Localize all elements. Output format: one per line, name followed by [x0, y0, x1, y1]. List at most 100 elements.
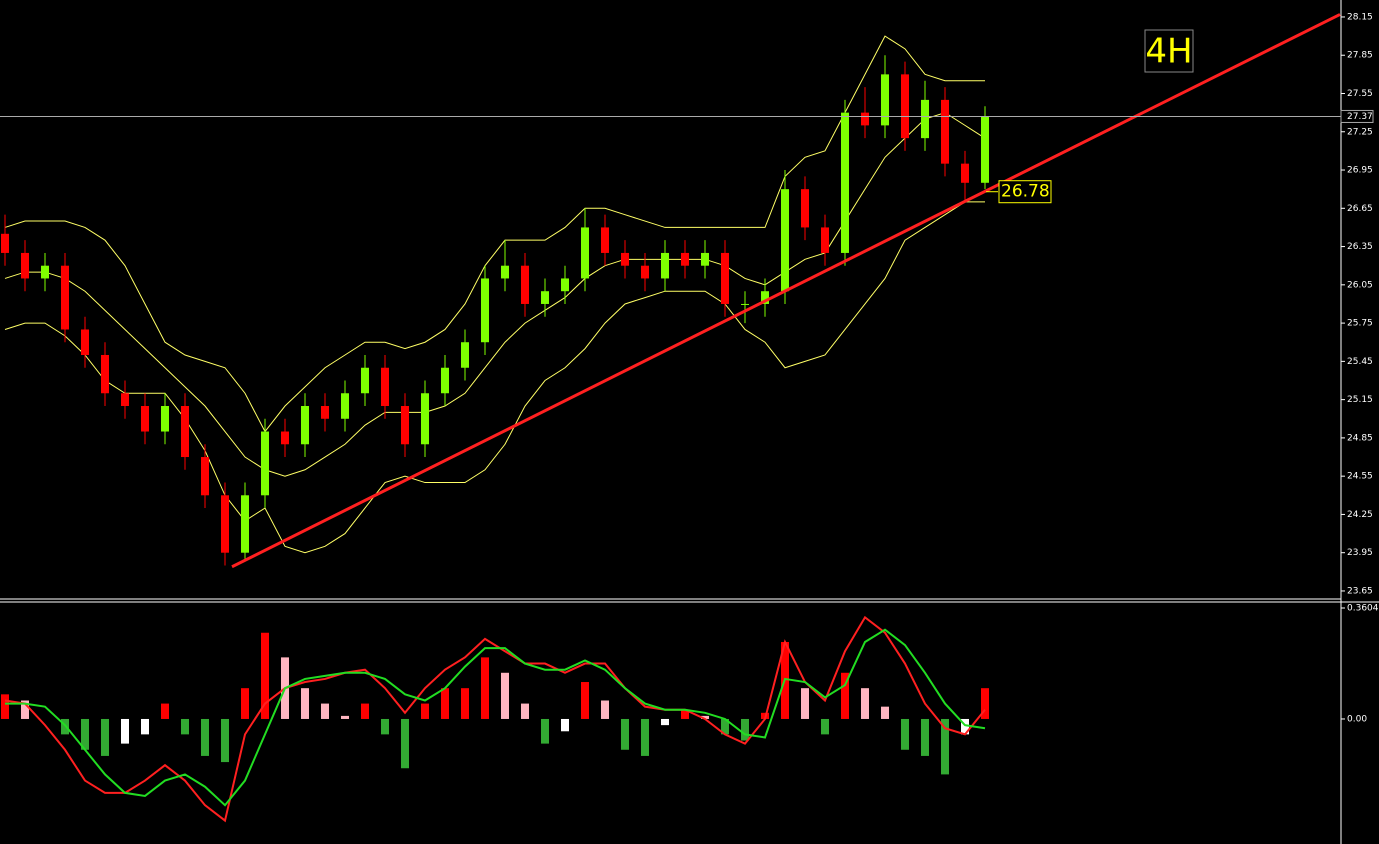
last-price-label: 27.37: [1347, 112, 1373, 122]
candle-body: [361, 367, 369, 394]
histogram-bar: [941, 718, 949, 775]
histogram-bar: [801, 688, 809, 719]
y-tick-label: 27.55: [1347, 89, 1373, 99]
histogram-bar: [461, 688, 469, 719]
candle-body: [601, 227, 609, 253]
histogram-bar: [501, 672, 509, 719]
histogram-bar: [581, 682, 589, 719]
histogram-bar: [341, 715, 349, 719]
candle-body: [621, 252, 629, 266]
candle-body: [461, 342, 469, 368]
candle-body: [921, 99, 929, 139]
candle-body: [721, 252, 729, 304]
histogram-bar: [361, 703, 369, 719]
last-price-box: [1340, 109, 1374, 123]
histogram-bar: [841, 672, 849, 719]
band: [4, 201, 985, 554]
histogram-bar: [301, 688, 309, 719]
histogram-bar: [541, 718, 549, 744]
macd-line: [5, 628, 986, 807]
histogram-bar: [961, 718, 969, 735]
candle-body: [121, 393, 129, 407]
y-tick-label: 25.45: [1347, 357, 1373, 367]
histogram-bar: [381, 718, 389, 735]
candle-body: [561, 278, 569, 292]
candle-body: [581, 227, 589, 279]
candle-body: [301, 406, 309, 445]
histogram-bar: [201, 718, 209, 756]
candle-body: [61, 265, 69, 330]
candle-body: [201, 457, 209, 496]
candle-body: [181, 406, 189, 458]
candle-body: [261, 431, 269, 496]
trend-line: [231, 13, 1341, 569]
histogram-bar: [321, 703, 329, 719]
histogram-bar: [141, 718, 149, 735]
candle-body: [141, 406, 149, 432]
histogram-bar: [881, 706, 889, 719]
y-tick-label: 27.25: [1347, 127, 1373, 137]
y-tick-label: 24.25: [1347, 510, 1373, 520]
histogram-bar: [21, 700, 29, 719]
y-tick-label: 23.95: [1347, 548, 1373, 558]
y-tick-label: 0.00: [1347, 714, 1367, 724]
candle-body: [441, 367, 449, 394]
trend-value-box: [998, 180, 1052, 204]
candle-body: [321, 406, 329, 419]
histogram-bar: [1, 694, 9, 719]
y-tick-label: 26.35: [1347, 242, 1373, 252]
histogram-bar: [741, 718, 749, 741]
timeframe-label: 4H: [1145, 32, 1192, 72]
candle-body: [541, 291, 549, 304]
y-tick-label: 26.05: [1347, 280, 1373, 290]
histogram-bar: [441, 688, 449, 719]
candle-body: [401, 406, 409, 445]
candle-body: [901, 74, 909, 139]
candle-body: [501, 265, 509, 279]
candle-body: [701, 252, 709, 266]
candle-body: [681, 252, 689, 266]
y-tick-label: 24.85: [1347, 433, 1373, 443]
histogram-bar: [401, 718, 409, 769]
histogram-bar: [901, 718, 909, 750]
histogram-bar: [421, 703, 429, 719]
histogram-bar: [681, 709, 689, 719]
histogram-bar: [481, 657, 489, 719]
histogram-bar: [621, 718, 629, 750]
histogram-bar: [921, 718, 929, 756]
candle-body: [781, 189, 789, 292]
histogram-bar: [181, 718, 189, 735]
y-tick-label: 28.15: [1347, 12, 1373, 22]
histogram-bar: [561, 718, 569, 732]
candle-body: [81, 329, 89, 355]
histogram-bar: [521, 703, 529, 719]
candle-body: [941, 99, 949, 164]
candle-body: [281, 431, 289, 445]
histogram-bar: [221, 718, 229, 763]
candle-body: [21, 252, 29, 279]
histogram-bar: [641, 718, 649, 756]
y-tick-label: 24.55: [1347, 472, 1373, 482]
histogram-bar: [661, 718, 669, 726]
histogram-bar: [81, 718, 89, 750]
y-tick-label: 25.15: [1347, 395, 1373, 405]
histogram-bar: [981, 688, 989, 719]
candle-body: [801, 189, 809, 228]
candle-body: [221, 495, 229, 553]
histogram-bar: [101, 718, 109, 756]
candle-body: [101, 354, 109, 394]
candle-body: [241, 495, 249, 553]
histogram-bar: [241, 688, 249, 719]
timeframe-box: [1144, 29, 1194, 73]
candle-body: [161, 406, 169, 432]
trend-value-label: 26.78: [1001, 182, 1050, 202]
histogram-bar: [121, 718, 129, 744]
candle-body: [841, 112, 849, 253]
candle-body: [1, 233, 9, 253]
y-tick-label: 0.3604: [1347, 603, 1379, 613]
candle-body: [381, 367, 389, 407]
y-tick-label: 25.75: [1347, 319, 1373, 329]
y-tick-label: 27.85: [1347, 51, 1373, 61]
